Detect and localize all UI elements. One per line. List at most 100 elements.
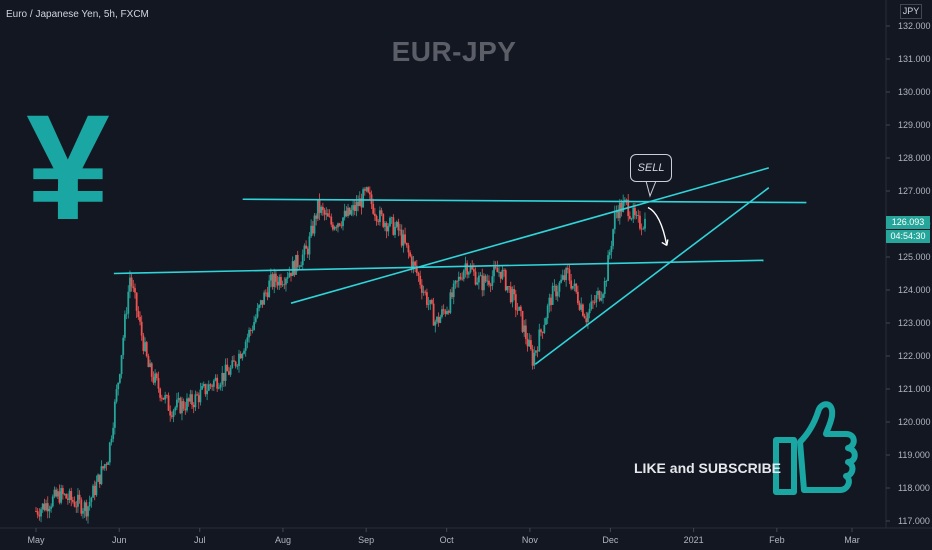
candle-body xyxy=(140,321,143,336)
candle-body xyxy=(103,464,106,469)
candle-body xyxy=(635,215,638,216)
candle-body xyxy=(271,274,274,287)
candle-body xyxy=(516,309,519,311)
price-tick-label: 117.000 xyxy=(898,516,930,526)
candle-body xyxy=(337,223,339,228)
candle-body xyxy=(229,367,232,375)
candle-body xyxy=(251,329,254,331)
candle-body xyxy=(85,502,88,517)
candle-body xyxy=(328,216,331,218)
candle-body xyxy=(113,401,116,428)
candle-body xyxy=(181,401,183,414)
candle-body xyxy=(38,514,41,517)
candle-body xyxy=(563,275,566,280)
candle-body xyxy=(244,341,247,351)
candle-body xyxy=(95,481,98,496)
candle-body xyxy=(98,474,101,485)
price-tick-label: 120.000 xyxy=(898,417,931,427)
candle-body xyxy=(233,360,235,362)
thumbs-up-icon xyxy=(773,401,858,495)
candle-body xyxy=(323,209,326,215)
candle-body xyxy=(191,394,193,405)
candle-body xyxy=(571,286,574,289)
candle-body xyxy=(350,209,353,215)
candle-body xyxy=(459,276,462,279)
candle-body xyxy=(206,390,209,395)
candle-body xyxy=(330,216,333,225)
candle-body xyxy=(162,397,165,400)
candle-body xyxy=(397,221,400,231)
candle-body xyxy=(524,325,527,339)
candle-body xyxy=(414,261,417,266)
candle-body xyxy=(538,329,541,352)
candle-body xyxy=(236,365,239,367)
time-tick-label: May xyxy=(27,535,45,545)
candle-body xyxy=(523,325,526,332)
candle-body xyxy=(632,207,635,219)
candle-body xyxy=(75,506,78,508)
candle-body xyxy=(310,225,313,237)
candle-body xyxy=(318,199,321,213)
candle-body xyxy=(142,335,145,351)
price-tick-label: 124.000 xyxy=(898,285,931,295)
price-tick-label: 127.000 xyxy=(898,186,931,196)
candle-body xyxy=(382,214,385,227)
candle-body xyxy=(92,485,94,498)
candle-body xyxy=(212,380,215,387)
candle-body xyxy=(558,282,561,292)
candle-body xyxy=(264,292,267,294)
candle-body xyxy=(290,272,292,277)
price-tick-label: 130.000 xyxy=(898,87,931,97)
candle-body xyxy=(379,210,381,222)
candle-body xyxy=(449,292,452,313)
candle-body xyxy=(298,266,301,268)
candle-body xyxy=(551,285,554,305)
candle-body xyxy=(479,275,482,277)
candle-body xyxy=(519,306,522,311)
candle-body xyxy=(469,266,472,273)
candle-body xyxy=(555,285,557,297)
candle-body xyxy=(249,330,252,331)
candle-body xyxy=(241,353,244,359)
candle-body xyxy=(63,493,66,495)
symbol-title[interactable]: Euro / Japanese Yen, 5h, FXCM xyxy=(6,9,149,20)
trendlines-layer xyxy=(113,167,807,365)
candle-body xyxy=(333,226,336,230)
candle-body xyxy=(384,223,386,227)
candle-body xyxy=(556,291,559,297)
candle-body xyxy=(358,198,361,207)
candle-body xyxy=(281,284,284,286)
price-tick-label: 128.000 xyxy=(898,153,931,163)
candle-body xyxy=(372,204,375,214)
chart-watermark: EUR-JPY xyxy=(391,36,517,67)
candle-body xyxy=(457,276,460,282)
candle-body xyxy=(427,303,430,305)
candle-body xyxy=(548,297,551,306)
candle-body xyxy=(261,300,264,305)
candle-body xyxy=(625,199,628,201)
candle-body xyxy=(429,299,432,304)
currency-unit-label[interactable]: JPY xyxy=(900,4,922,19)
candle-body xyxy=(568,269,571,281)
candle-body xyxy=(437,316,440,323)
candle-body xyxy=(506,286,509,291)
candle-body xyxy=(157,378,160,389)
candle-body xyxy=(392,217,395,235)
candle-body xyxy=(165,395,168,396)
candle-body xyxy=(367,187,370,193)
candle-body xyxy=(595,295,598,303)
candle-body xyxy=(256,308,259,318)
candle-body xyxy=(313,215,316,234)
candle-body xyxy=(444,310,447,314)
candle-body xyxy=(513,289,516,295)
candle-body xyxy=(112,427,115,439)
candle-body xyxy=(88,501,91,507)
candle-body xyxy=(441,309,443,317)
candle-body xyxy=(216,377,219,389)
candle-body xyxy=(442,309,445,311)
candle-body xyxy=(432,303,435,326)
candle-body xyxy=(352,205,354,210)
candle-body xyxy=(613,212,616,230)
sell-callout: SELL xyxy=(630,154,672,182)
